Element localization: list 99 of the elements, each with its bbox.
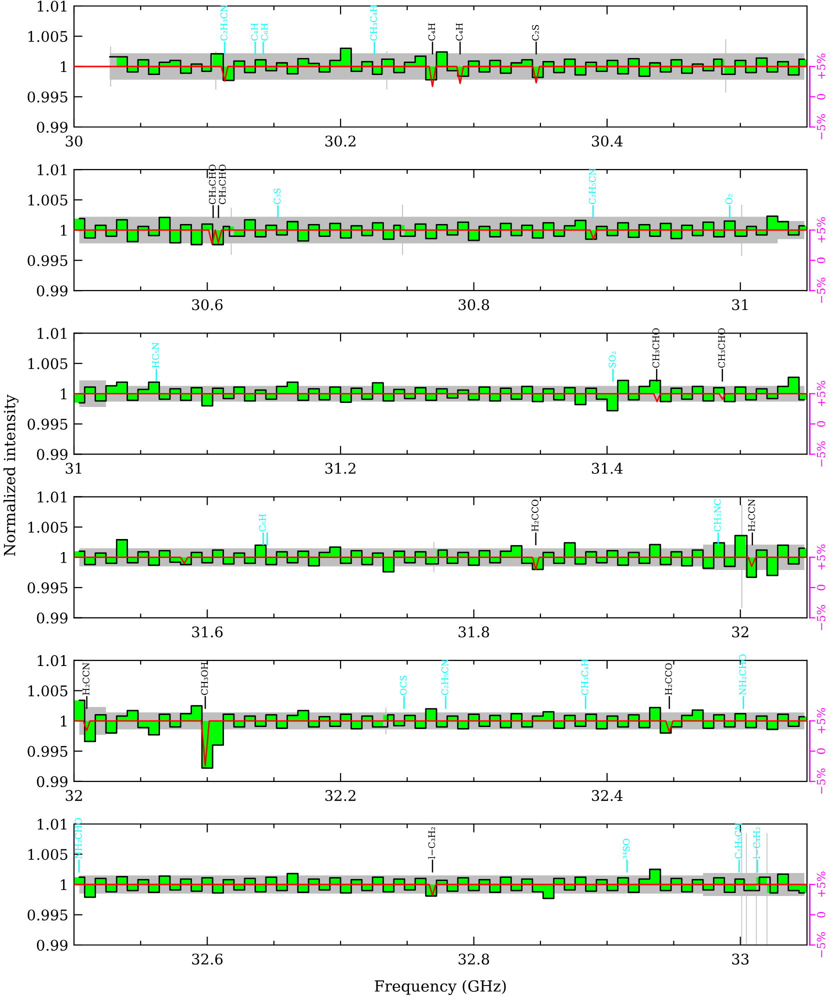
ref-line-label: NH₂CHO	[74, 818, 82, 859]
x-tick-label: 30	[66, 136, 82, 147]
ref-line-label: CH₃CHO	[218, 164, 226, 204]
y-tick-label: 1.01	[38, 164, 66, 176]
x-tick-label: 31.2	[325, 462, 356, 474]
y-tick-label: 0.995	[28, 91, 68, 102]
y2-tick-label: 0	[816, 258, 826, 264]
x-tick-label: 31	[732, 299, 748, 310]
y2-tick-label: +5%	[816, 54, 826, 79]
y-tick-label: 1.005	[28, 30, 68, 42]
y2-tick-label: −5%	[816, 932, 826, 958]
y-tick-label: 1.005	[28, 848, 68, 860]
y-tick-label: 0.995	[28, 909, 68, 920]
ref-line-label: C₂S	[532, 25, 539, 41]
ref-line-label: CH₃C₄H	[581, 659, 588, 695]
ref-line-label: HC₅N	[152, 342, 159, 368]
y2-tick-label: +5%	[816, 708, 826, 734]
ref-line-label: l−C₄H₂	[753, 827, 760, 859]
ref-line-label: O₂	[725, 194, 732, 204]
y-tick-label: 1	[60, 61, 66, 72]
y-tick-label: 1.005	[28, 358, 68, 370]
y2-tick-label: +5%	[816, 872, 826, 897]
y-tick-label: 1	[60, 716, 66, 726]
x-tick-label: 30.4	[592, 136, 623, 147]
y-tick-label: 1.01	[38, 818, 66, 830]
ref-line-label: H₂CCN	[748, 499, 755, 532]
x-tick-label: 32.2	[325, 790, 356, 802]
x-tick-label: 30.6	[192, 299, 223, 310]
ref-line-label: H₂CCO	[532, 500, 538, 532]
x-tick-label: 30.2	[325, 136, 356, 147]
x-tick-label: 32.8	[458, 954, 490, 965]
x-tick-label: 31.6	[192, 626, 223, 638]
y2-tick-label: 0	[816, 912, 826, 918]
y-axis-title: Normalized intensity	[4, 394, 18, 556]
y-tick-label: 1	[60, 388, 66, 400]
y-tick-label: 1.005	[28, 194, 68, 206]
y-tick-label: 1.01	[38, 492, 66, 503]
y-tick-label: 0.99	[36, 122, 68, 133]
ref-line-label: C₂H₅CN	[588, 168, 596, 204]
y-tick-label: 0.99	[36, 448, 68, 460]
ref-line-label: C₂H₅CN	[441, 659, 448, 695]
ref-line-label: H₂CCN	[82, 662, 90, 695]
x-tick-label: 30.8	[458, 299, 490, 310]
y-tick-label: 1.005	[28, 522, 68, 533]
x-tick-label: 31.8	[458, 626, 490, 638]
y-tick-label: 0.99	[36, 612, 68, 624]
ref-line-label: l−C₃H₂	[428, 827, 436, 859]
y-tick-label: 1.01	[38, 0, 66, 12]
ref-line-label: C₆H	[261, 23, 268, 41]
y-tick-label: 0.995	[28, 418, 68, 430]
ref-line-label: C₂H₃CN	[220, 4, 228, 41]
ref-line-label: C₄H	[456, 23, 463, 41]
ref-line-label: CH₃OH	[201, 662, 208, 695]
x-tick-label: 32.6	[192, 954, 223, 965]
ref-line-label: C₂H₅CN	[734, 822, 742, 859]
y2-tick-label: +5%	[816, 380, 826, 406]
y2-tick-label: 0	[816, 584, 826, 590]
y-tick-label: 1.005	[28, 685, 68, 696]
y-tick-label: 0.995	[28, 255, 68, 266]
y-tick-label: 0.995	[28, 746, 68, 757]
ref-line-label: CH₃CHO	[718, 328, 725, 368]
ref-line-label: C₃S	[274, 188, 281, 204]
y-tick-label: 1	[60, 552, 66, 563]
y-tick-label: 1	[60, 224, 66, 236]
y2-tick-label: −5%	[816, 604, 826, 630]
x-axis-title: Frequency (GHz)	[374, 980, 506, 995]
ref-line-label: CH₃C₄H	[370, 4, 378, 41]
y2-tick-label: −5%	[816, 768, 826, 794]
ref-line-label: SO₂	[608, 352, 616, 368]
x-tick-label: 31	[66, 462, 82, 474]
y-tick-label: 1.01	[38, 655, 66, 666]
ref-line-label: OCS	[400, 676, 407, 695]
y-tick-label: 0.99	[36, 285, 68, 296]
y2-tick-label: −5%	[816, 441, 826, 466]
ref-line-label: C₆H	[259, 514, 266, 532]
ref-line-label: C₄H	[428, 23, 436, 41]
y-tick-label: 0.995	[28, 582, 68, 594]
ref-line-label: C₄H	[251, 23, 258, 41]
x-tick-label: 32	[66, 790, 82, 802]
ref-line-label: CH₃NC	[714, 499, 721, 532]
ref-line-label: H₂CCO	[665, 663, 672, 695]
y2-tick-label: 0	[816, 748, 826, 754]
y-tick-label: 1.01	[38, 328, 66, 339]
ref-line-label: ³⁴SO	[622, 838, 630, 859]
y2-tick-label: 0	[816, 94, 826, 100]
ref-line-label: CH₃CHO	[208, 164, 216, 204]
y2-tick-label: +5%	[816, 544, 826, 570]
x-tick-label: 31.4	[592, 462, 623, 474]
y2-tick-label: +5%	[816, 217, 826, 242]
y-tick-label: 0.99	[36, 940, 68, 951]
y2-tick-label: 0	[816, 421, 826, 427]
y2-tick-label: −5%	[816, 278, 826, 303]
ref-line-label: NH₂CHO	[739, 654, 746, 696]
y-tick-label: 1	[60, 879, 66, 890]
x-tick-label: 32	[732, 626, 748, 638]
y-tick-label: 0.99	[36, 776, 68, 788]
ref-line-label: CH₃CHO	[652, 328, 660, 368]
x-tick-label: 32.4	[592, 790, 623, 802]
x-tick-label: 33	[732, 954, 749, 965]
